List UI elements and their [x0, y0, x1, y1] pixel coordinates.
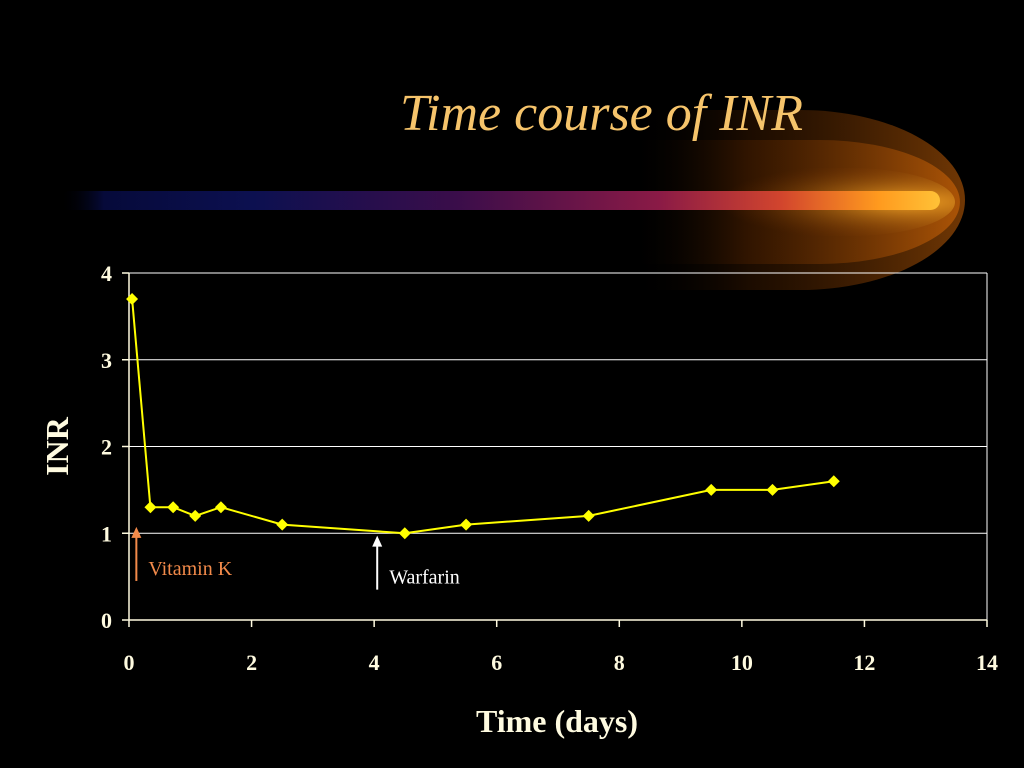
- y-tick-label-0: 0: [101, 608, 112, 633]
- x-tick-label-8: 8: [614, 650, 625, 675]
- data-point-4: [214, 501, 227, 514]
- x-tick-label-10: 10: [731, 650, 753, 675]
- streak-bar: [60, 191, 940, 210]
- data-point-6: [398, 527, 411, 540]
- data-point-7: [460, 518, 473, 531]
- x-tick-label-2: 2: [246, 650, 257, 675]
- y-axis-title: INR: [39, 416, 75, 476]
- warfarin-label: Warfarin: [389, 567, 460, 589]
- x-tick-label-6: 6: [491, 650, 502, 675]
- data-point-8: [582, 509, 595, 522]
- vitamin-k-arrow-head: [131, 526, 142, 538]
- slide-title: Time course of INR: [400, 85, 803, 142]
- series-line-0: [131, 298, 834, 535]
- vitamin-k-label: Vitamin K: [148, 558, 232, 580]
- x-axis-title: Time (days): [476, 703, 638, 739]
- x-tick-label-0: 0: [124, 650, 135, 675]
- y-tick-label-3: 3: [101, 348, 112, 373]
- annotations: Vitamin K Warfarin: [131, 526, 460, 590]
- series-inr: [126, 293, 840, 540]
- x-tick-label-14: 14: [976, 650, 998, 675]
- data-point-10: [766, 483, 779, 496]
- data-point-3: [189, 509, 202, 522]
- data-point-0: [126, 293, 139, 306]
- grid-lines: [129, 272, 988, 620]
- data-point-1: [144, 501, 157, 514]
- warfarin-arrow-head: [372, 535, 383, 547]
- y-tick-label-4: 4: [101, 261, 112, 286]
- y-tick-label-2: 2: [101, 435, 112, 460]
- data-point-9: [705, 483, 718, 496]
- y-tick-label-1: 1: [101, 521, 112, 546]
- x-tick-label-4: 4: [369, 650, 380, 675]
- data-point-5: [276, 518, 289, 531]
- data-point-2: [167, 501, 180, 514]
- x-tick-label-12: 12: [853, 650, 875, 675]
- data-point-11: [827, 475, 840, 488]
